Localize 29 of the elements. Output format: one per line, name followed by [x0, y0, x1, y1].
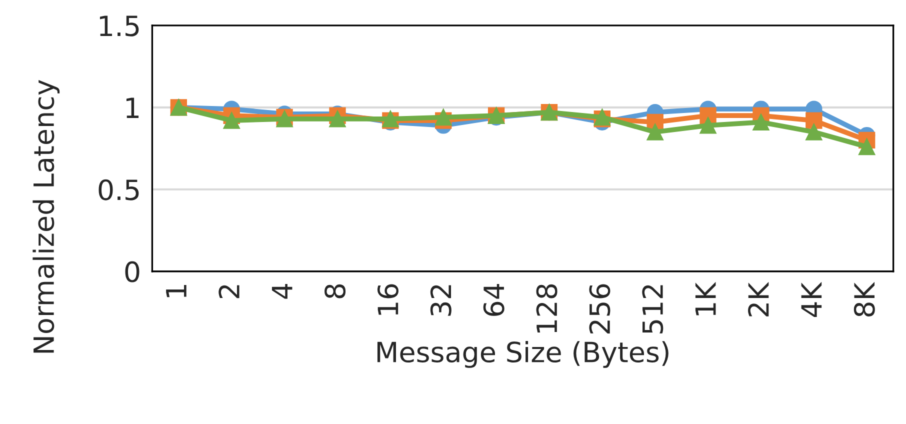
x-tick-label: 32	[430, 285, 452, 316]
y-tick-label: 0.5	[98, 179, 139, 200]
x-tick-label: 8K	[854, 282, 875, 316]
point	[223, 112, 240, 129]
x-tick-label: 4	[272, 284, 292, 299]
y-tick-label: 0	[125, 261, 140, 282]
x-tick-label: 64	[483, 284, 504, 316]
x-tick-label: 4K	[801, 282, 822, 317]
y-axis-title: Normalized Latency	[32, 80, 60, 353]
x-tick-label: 16	[377, 284, 398, 315]
x-tick-label: 128	[536, 284, 558, 332]
x-tick-label: 2	[218, 285, 240, 298]
x-axis-title: Message Size (Bytes)	[377, 341, 668, 368]
point	[806, 124, 822, 140]
y-tick-label: 1	[126, 98, 139, 118]
y-tick-label: 1.5	[100, 16, 139, 36]
point	[700, 117, 716, 134]
x-tick-label: 1	[166, 285, 186, 298]
point	[435, 108, 452, 126]
point	[646, 124, 664, 140]
point	[752, 114, 770, 130]
x-tick-label: 1K	[695, 282, 716, 316]
x-tick-label: 512	[642, 285, 664, 334]
point	[806, 112, 822, 129]
point	[858, 138, 876, 156]
x-tick-label: 2K	[748, 282, 769, 316]
x-tick-label: 8	[324, 284, 346, 298]
x-tick-label: 256	[589, 284, 610, 334]
point	[329, 110, 346, 128]
